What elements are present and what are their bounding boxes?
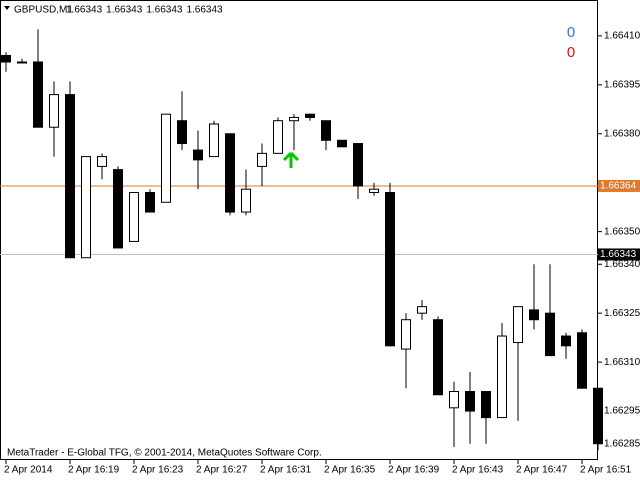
- x-tick-label: 2 Apr 16:35: [324, 465, 376, 476]
- candle-body: [113, 169, 123, 249]
- x-tick-label: 2 Apr 16:23: [132, 465, 184, 476]
- candle-body: [193, 149, 203, 161]
- candle-body: [321, 120, 331, 141]
- candle-body: [97, 156, 107, 167]
- candle-body: [225, 133, 235, 213]
- candle-body: [385, 191, 395, 347]
- x-tick-label: 2 Apr 16:31: [260, 465, 312, 476]
- candle-body: [353, 143, 363, 187]
- candle-body: [545, 312, 555, 357]
- candle-body: [33, 61, 43, 128]
- candle-body: [465, 390, 475, 412]
- price-label-box: [598, 248, 640, 261]
- candle-body: [593, 387, 603, 445]
- candle-body: [529, 309, 539, 321]
- y-tick-label: 1.66395: [604, 79, 640, 90]
- candle-body: [81, 156, 91, 259]
- x-tick-label: 2 Apr 16:43: [452, 465, 504, 476]
- y-tick-label: 1.66310: [604, 357, 640, 368]
- indicator-count: 0: [567, 24, 575, 41]
- plot-border: [0, 0, 598, 460]
- header-value: 1.66343: [146, 5, 183, 16]
- candle-body: [209, 123, 219, 158]
- candle-body: [257, 152, 267, 167]
- y-tick-label: 1.66340: [604, 259, 640, 270]
- header-value: 1.66343: [186, 5, 223, 16]
- candle-body: [65, 94, 75, 259]
- x-tick-label: 2 Apr 16:27: [196, 465, 248, 476]
- candle-body: [401, 319, 411, 350]
- chart-title: GBPUSD,M1: [14, 5, 73, 16]
- x-tick-label: 2 Apr 2014: [4, 465, 53, 476]
- candle-body: [161, 113, 171, 203]
- candle-body: [1, 54, 11, 63]
- header-value: 1.66343: [106, 5, 143, 16]
- x-tick-label: 2 Apr 16:39: [388, 465, 440, 476]
- candle-body: [129, 191, 139, 242]
- price-label: 1.66364: [600, 181, 637, 192]
- y-tick-label: 1.66295: [604, 406, 640, 417]
- menu-arrow: [4, 6, 10, 10]
- candle-body: [481, 390, 491, 419]
- header-value: 1.66343: [66, 5, 103, 16]
- candle-body: [369, 188, 379, 193]
- y-tick-label: 1.66325: [604, 308, 640, 319]
- y-tick-label: 1.66285: [604, 438, 640, 449]
- price-label-box: [598, 179, 640, 192]
- signal-arrow: [282, 151, 300, 168]
- candle-body: [513, 306, 523, 344]
- indicator-count: 0: [567, 44, 575, 61]
- x-tick-label: 2 Apr 16:51: [580, 465, 632, 476]
- footer: MetaTrader - E-Global TFG, © 2001-2014, …: [7, 448, 322, 459]
- candle-body: [305, 113, 315, 118]
- candle-body: [577, 332, 587, 389]
- candle-body: [433, 319, 443, 396]
- y-tick-label: 1.66350: [604, 226, 640, 237]
- candle-body: [177, 120, 187, 145]
- candle-body: [145, 191, 155, 213]
- candle-body: [49, 94, 59, 128]
- y-tick-label: 1.66380: [604, 128, 640, 139]
- candle-body: [241, 188, 251, 213]
- candle-body: [497, 335, 507, 419]
- x-tick-label: 2 Apr 16:19: [68, 465, 120, 476]
- price-label: 1.66343: [600, 249, 637, 260]
- candle-body: [273, 120, 283, 154]
- y-tick-label: 1.66410: [604, 31, 640, 42]
- candle-body: [417, 306, 427, 314]
- candle-body: [337, 139, 347, 148]
- candle-body: [289, 116, 299, 122]
- x-tick-label: 2 Apr 16:47: [516, 465, 568, 476]
- candle-body: [449, 390, 459, 409]
- candle-body: [561, 335, 571, 347]
- candle-body: [17, 61, 27, 64]
